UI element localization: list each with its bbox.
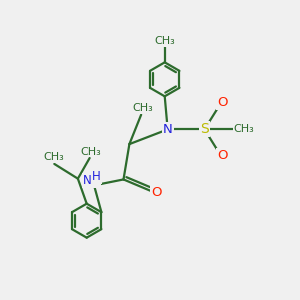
Text: O: O: [217, 149, 227, 162]
Text: CH₃: CH₃: [234, 124, 255, 134]
Text: N: N: [163, 123, 172, 136]
Text: NH: NH: [83, 174, 101, 188]
Text: CH₃: CH₃: [154, 36, 175, 46]
Text: H: H: [92, 170, 101, 183]
Text: CH₃: CH₃: [132, 103, 153, 113]
Text: O: O: [217, 96, 227, 110]
Text: CH₃: CH₃: [81, 147, 101, 157]
Text: S: S: [200, 122, 209, 136]
Text: CH₃: CH₃: [43, 152, 64, 162]
Text: O: O: [152, 186, 162, 199]
